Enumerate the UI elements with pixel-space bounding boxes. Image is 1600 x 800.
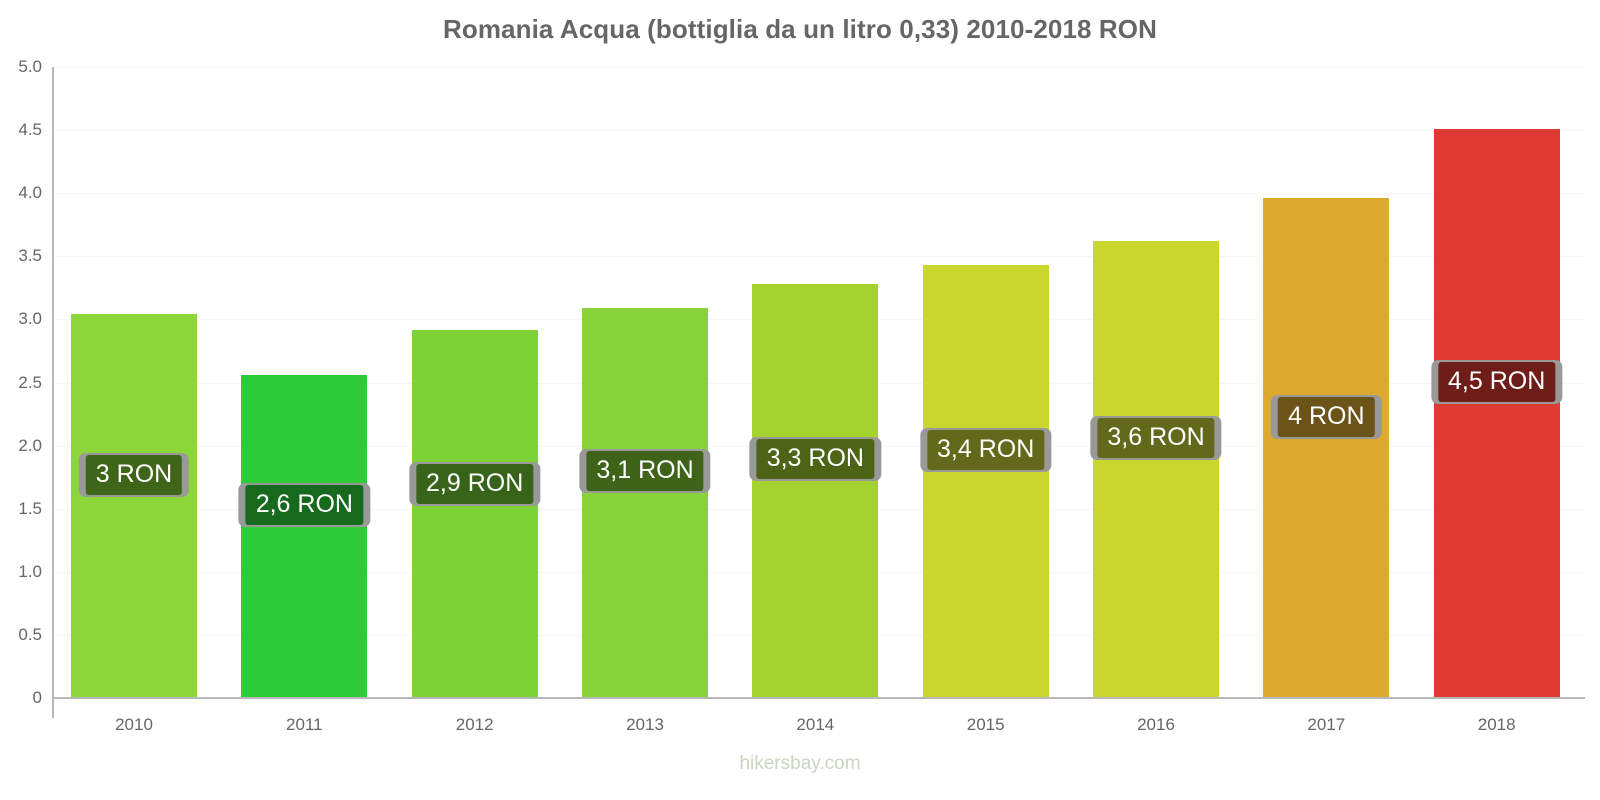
value-label-text: 3,6 RON (1097, 418, 1215, 458)
bar-2011[interactable] (241, 374, 368, 698)
y-axis-tick-label: 0.5 (18, 624, 42, 644)
gridline (52, 256, 1585, 258)
value-label-2016: 3,6 RON (1090, 416, 1222, 460)
x-axis-tick-label-2010: 2010 (115, 715, 153, 734)
bar-2015[interactable] (922, 265, 1049, 698)
footer-credit: hikersbay.com (739, 753, 861, 774)
chart-title: Romania Acqua (bottiglia da un litro 0,3… (442, 14, 1158, 44)
bar-2013[interactable] (582, 308, 708, 698)
bar-2018[interactable] (1433, 128, 1560, 698)
x-axis-tick-label-2014: 2014 (796, 715, 835, 734)
x-axis-tick-label-2015: 2015 (966, 715, 1005, 734)
y-axis-tick-label: 1.0 (18, 561, 42, 581)
y-axis-tick-label: 2.5 (18, 372, 42, 392)
bar-2014[interactable] (752, 284, 879, 698)
value-label-2013: 3,1 RON (579, 449, 711, 493)
gridline (52, 193, 1585, 195)
plot-area: 3 RON 2,6 RON 2,9 RON 3,1 RON 3,3 RON 3,4 RON… (52, 67, 1585, 698)
value-label-text: 3,1 RON (586, 451, 704, 491)
y-axis-tick-label: 3.5 (18, 246, 42, 266)
bar-2010[interactable] (71, 314, 197, 698)
y-axis-tick-label: 0 (32, 688, 42, 707)
value-label-text: 2,9 RON (416, 464, 534, 504)
value-label-text: 4,5 RON (1438, 362, 1556, 402)
x-axis-tick-label-2016: 2016 (1137, 715, 1175, 734)
value-label-2014: 3,3 RON (749, 437, 881, 481)
bar-2017[interactable] (1263, 198, 1390, 698)
gridline (52, 67, 1585, 68)
y-axis-tick-label: 2.0 (18, 435, 42, 455)
value-label-2018: 4,5 RON (1431, 360, 1563, 404)
y-axis-tick-label: 3.0 (18, 309, 42, 329)
value-label-text: 3 RON (85, 455, 183, 495)
bar-2012[interactable] (411, 329, 538, 698)
y-axis-tick-label: 1.5 (18, 498, 42, 518)
x-axis-tick-label-2018: 2018 (1477, 715, 1516, 734)
value-label-2011: 2,6 RON (238, 483, 370, 527)
value-label-text: 3,3 RON (756, 439, 874, 479)
value-label-2012: 2,9 RON (409, 462, 541, 506)
bar-2016[interactable] (1093, 241, 1219, 698)
y-axis-line (52, 67, 54, 718)
value-label-2010: 3 RON (78, 453, 190, 497)
x-axis-tick-label-2017: 2017 (1307, 715, 1346, 734)
value-label-text: 2,6 RON (245, 485, 363, 525)
y-axis-tick-label: 5.0 (18, 57, 42, 76)
y-axis-tick-label: 4.0 (18, 183, 42, 203)
value-label-text: 4 RON (1278, 397, 1375, 437)
x-axis-line (52, 697, 1585, 699)
gridline (52, 130, 1585, 132)
x-axis-tick-label-2013: 2013 (626, 715, 664, 734)
value-label-text: 3,4 RON (927, 430, 1045, 470)
x-axis-tick-label-2011: 2011 (286, 715, 323, 734)
value-label-2015: 3,4 RON (920, 428, 1052, 472)
y-axis-tick-label: 4.5 (18, 120, 42, 140)
value-label-2017: 4 RON (1271, 395, 1382, 439)
x-axis-tick-label-2012: 2012 (455, 715, 494, 734)
